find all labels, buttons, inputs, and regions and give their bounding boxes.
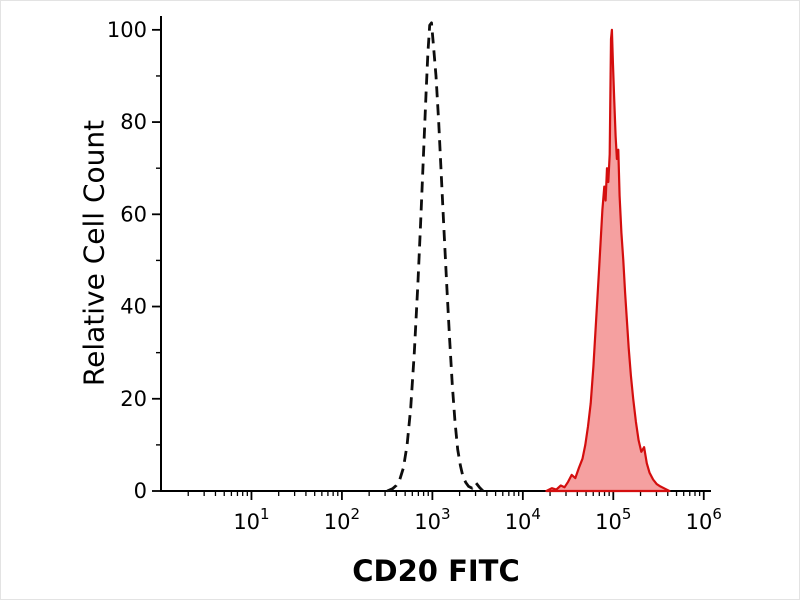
x-tick-label: 105 [595, 505, 631, 534]
y-tick-label: 20 [120, 387, 147, 411]
y-tick-label: 0 [134, 479, 147, 503]
series-dashed-black [386, 21, 485, 493]
x-tick-label: 102 [324, 505, 360, 534]
series-red-filled [545, 28, 671, 493]
y-tick-label: 100 [107, 18, 147, 42]
x-axis-label: CD20 FITC [352, 554, 520, 588]
x-tick-label: 101 [233, 505, 269, 534]
y-tick-label: 80 [120, 110, 147, 134]
y-tick-label: 60 [120, 202, 147, 226]
y-axis-label: Relative Cell Count [77, 119, 111, 387]
x-tick-label: 104 [505, 505, 541, 534]
y-tick-label: 40 [120, 295, 147, 319]
x-tick-label: 106 [686, 505, 722, 534]
x-tick-label: 103 [414, 505, 450, 534]
